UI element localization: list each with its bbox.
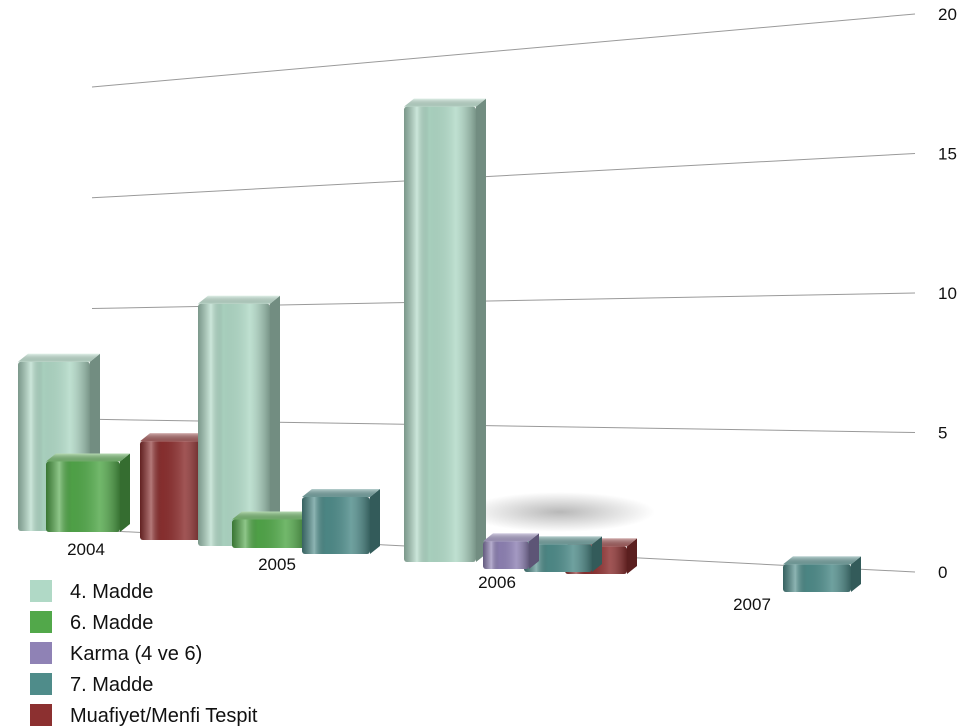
legend-swatch-6-madde — [30, 611, 52, 633]
legend-label-4-madde: 4. Madde — [70, 581, 153, 603]
bar-4-madde-2005 — [198, 295, 280, 546]
y-tick-label: 20 — [938, 5, 957, 24]
y-tick-label: 10 — [938, 284, 957, 303]
legend: 4. Madde 6. Madde Karma (4 ve 6) 7. Madde Mu… — [30, 580, 258, 727]
bar-4-madde-2006 — [404, 98, 486, 562]
gridline-20 — [91, 13, 916, 88]
legend-label-karma-4-ve-6: Karma (4 ve 6) — [70, 643, 202, 665]
bar-shadows — [465, 492, 655, 532]
x-category-label: 2005 — [258, 555, 296, 574]
legend-swatch-4-madde — [30, 580, 52, 602]
bar-6-madde-2004 — [46, 453, 130, 532]
y-axis-ticks: 0 5 10 15 20 — [938, 5, 957, 582]
x-category-label: 2006 — [478, 573, 516, 592]
legend-swatch-muafiyet-menfi-tespit — [30, 704, 52, 726]
bar-karma-4-ve-6-2006 — [483, 533, 539, 569]
x-category-label: 2004 — [67, 540, 105, 559]
bars — [18, 98, 861, 592]
legend-swatch-karma-4-ve-6 — [30, 642, 52, 664]
y-tick-label: 5 — [938, 424, 947, 443]
category-labels: 2004 2005 2006 2007 — [67, 540, 771, 614]
x-category-label: 2007 — [733, 595, 771, 614]
y-tick-label: 15 — [938, 145, 957, 164]
bar-7-madde-2006 — [524, 536, 602, 572]
legend-label-6-madde: 6. Madde — [70, 612, 153, 634]
legend-label-muafiyet-menfi-tespit: Muafiyet/Menfi Tespit — [70, 705, 258, 727]
bar-7-madde-2005 — [302, 489, 380, 554]
gridline-15 — [91, 153, 916, 199]
legend-swatch-7-madde — [30, 673, 52, 695]
bar-7-madde-2007 — [783, 556, 861, 592]
y-tick-label: 0 — [938, 563, 947, 582]
floor-shadow — [465, 492, 655, 532]
legend-label-7-madde: 7. Madde — [70, 674, 153, 696]
